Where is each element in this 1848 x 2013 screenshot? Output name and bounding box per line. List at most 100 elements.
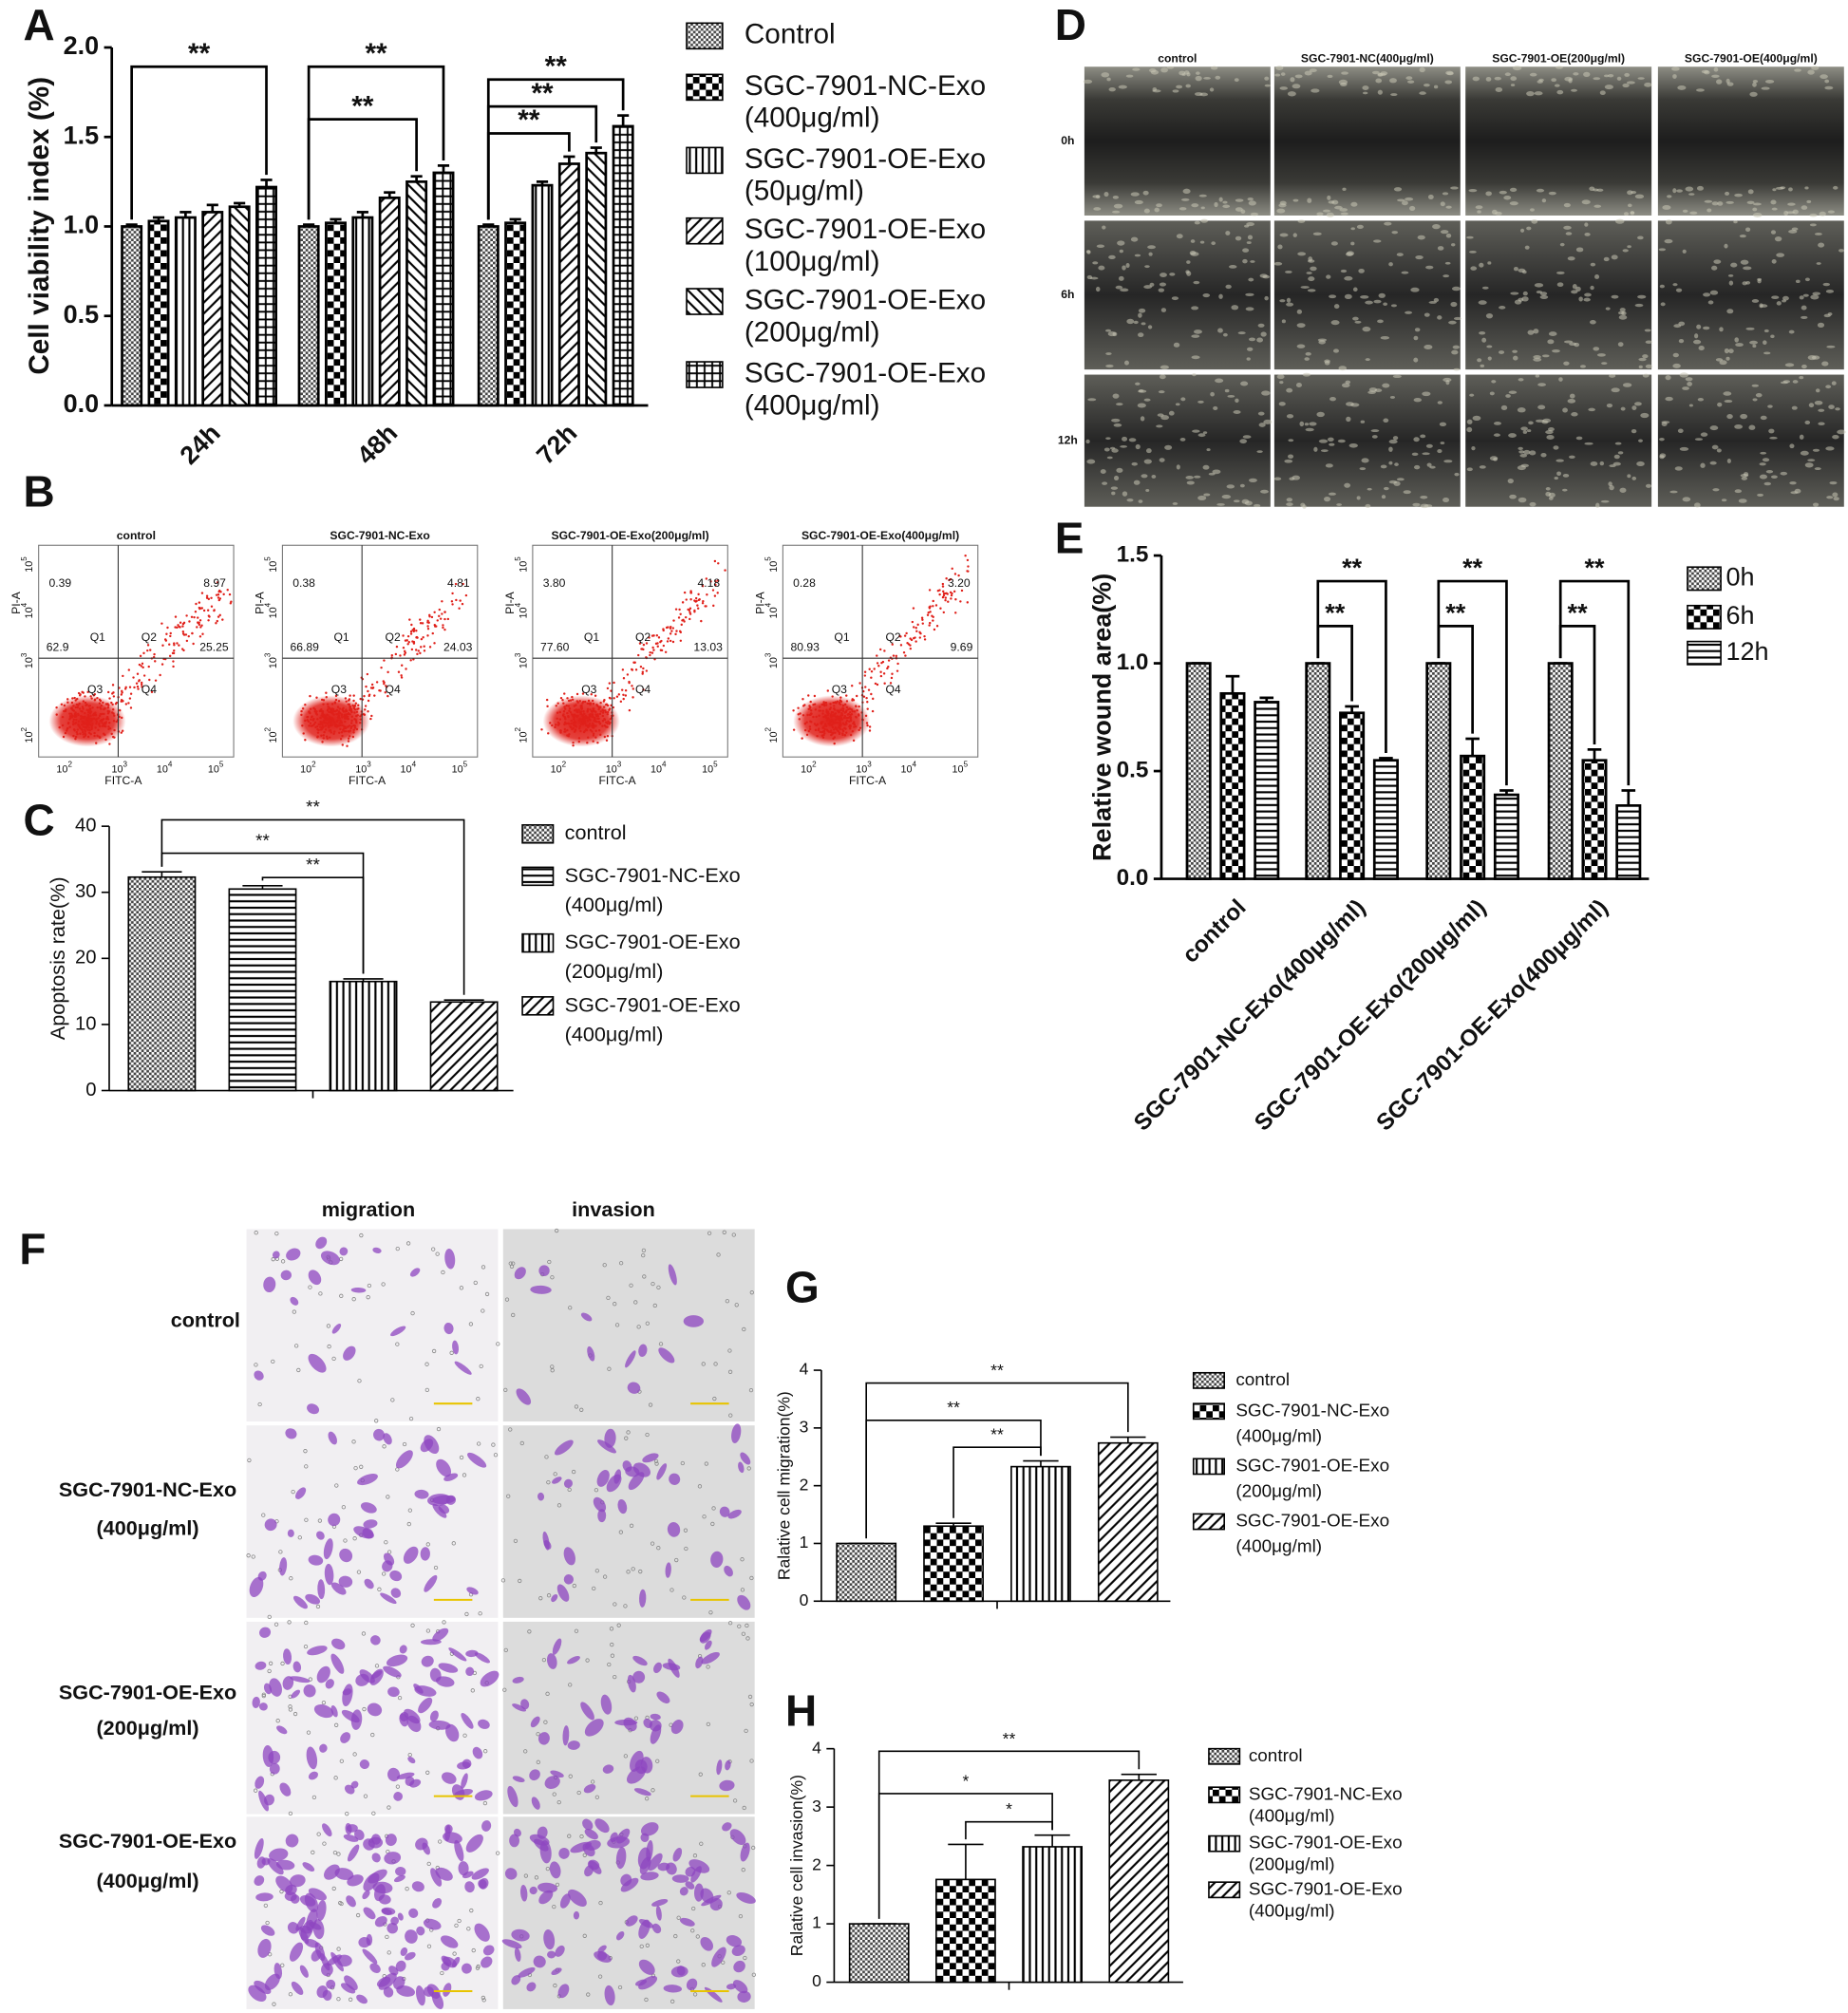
flow-event	[350, 719, 353, 723]
pore	[701, 1362, 706, 1366]
stained-cell	[367, 1703, 383, 1717]
flow-event	[93, 731, 96, 735]
wound-cell	[1396, 253, 1404, 256]
wound-cell	[1346, 402, 1354, 406]
flow-event	[169, 634, 172, 638]
flow-event	[577, 740, 581, 743]
wound-cell	[1111, 418, 1121, 423]
stained-cell	[507, 1785, 519, 1808]
flow-event	[562, 710, 566, 713]
flow-event	[606, 725, 609, 728]
significance-label: **	[947, 1398, 960, 1417]
wound-cell	[1313, 446, 1318, 452]
bar	[432, 171, 455, 407]
stained-cell	[255, 1892, 273, 1902]
flow-event	[165, 632, 168, 635]
flow-event	[354, 718, 357, 722]
wound-cell	[1202, 464, 1210, 470]
flow-event	[321, 724, 324, 726]
wound-cell	[1143, 208, 1150, 214]
wound-cell	[1599, 90, 1606, 96]
flow-event	[79, 732, 82, 735]
flow-event	[462, 582, 464, 586]
wound-cell	[1288, 439, 1294, 442]
bar	[836, 1542, 897, 1603]
flow-event	[387, 694, 389, 698]
wound-cell	[1593, 347, 1600, 351]
flow-event	[316, 727, 319, 731]
wound-cell	[1741, 476, 1747, 480]
flow-event	[74, 713, 77, 716]
transwell-row-label: SGC-7901-OE-Exo	[59, 1829, 236, 1853]
flow-event	[829, 706, 832, 709]
flow-event	[108, 722, 111, 724]
wound-cell	[1763, 340, 1767, 346]
pore	[644, 1997, 649, 2003]
flow-event	[66, 722, 70, 724]
flow-event	[581, 692, 585, 695]
wound-cell	[1440, 230, 1449, 235]
wound-cell	[1425, 265, 1434, 270]
flow-event	[409, 630, 413, 633]
wound-cell	[1237, 331, 1246, 335]
pore	[690, 1928, 695, 1933]
stained-cell	[656, 1691, 670, 1703]
flow-event	[61, 715, 65, 719]
wound-cell	[1619, 308, 1626, 312]
flow-event	[634, 668, 638, 671]
flow-event	[883, 682, 886, 685]
flow-event	[72, 720, 75, 724]
flow-event	[895, 654, 898, 658]
flow-event	[594, 719, 596, 722]
y-tick-label: 1.5	[1117, 541, 1149, 567]
wound-cell	[1083, 79, 1093, 85]
flow-event	[586, 741, 589, 744]
flow-event	[810, 709, 813, 712]
wound-cell	[1384, 221, 1392, 226]
flow-event	[200, 592, 204, 594]
flow-event	[75, 715, 78, 718]
wound-cell	[1485, 76, 1492, 82]
wound-cell	[1410, 287, 1420, 292]
stained-cell	[395, 1960, 406, 1972]
flow-event	[304, 739, 307, 742]
legend-line: SGC-7901-OE-Exo	[745, 284, 986, 315]
wound-cell	[1480, 364, 1485, 367]
wound-cell	[1687, 382, 1693, 386]
wound-cell	[1634, 194, 1645, 199]
wound-cell	[1122, 265, 1126, 271]
wound-cell	[1556, 66, 1563, 69]
wound-cell	[1278, 203, 1287, 208]
stained-cell	[411, 1881, 424, 1892]
flow-event	[102, 732, 105, 735]
pore	[315, 1604, 321, 1609]
flow-event	[353, 726, 357, 729]
pore	[613, 1674, 617, 1680]
wound-cell	[1206, 448, 1211, 452]
flow-event	[599, 710, 602, 713]
stained-cell	[339, 1548, 353, 1563]
wound-cell	[1726, 309, 1734, 314]
flow-event	[121, 716, 123, 720]
wound-cell	[1539, 294, 1549, 299]
pore	[296, 1367, 301, 1373]
wound-cell	[1660, 302, 1666, 307]
stained-cell	[666, 1862, 677, 1875]
quadrant-label: Q4	[885, 683, 900, 696]
wound-cell	[1630, 211, 1635, 215]
flow-event	[602, 705, 606, 708]
flow-event	[122, 674, 124, 678]
flow-event	[394, 652, 398, 656]
wound-cell	[1326, 274, 1331, 279]
wound-cell	[1125, 263, 1130, 269]
flow-event	[84, 695, 86, 698]
significance-bracket	[130, 65, 268, 220]
stained-cell	[529, 1886, 537, 1895]
flow-event	[609, 707, 612, 710]
wound-cell	[1837, 429, 1846, 435]
flow-event	[141, 662, 144, 666]
flow-event	[330, 703, 334, 705]
stained-cell	[472, 1746, 483, 1759]
flow-event	[87, 705, 90, 707]
pore	[345, 1811, 349, 1816]
